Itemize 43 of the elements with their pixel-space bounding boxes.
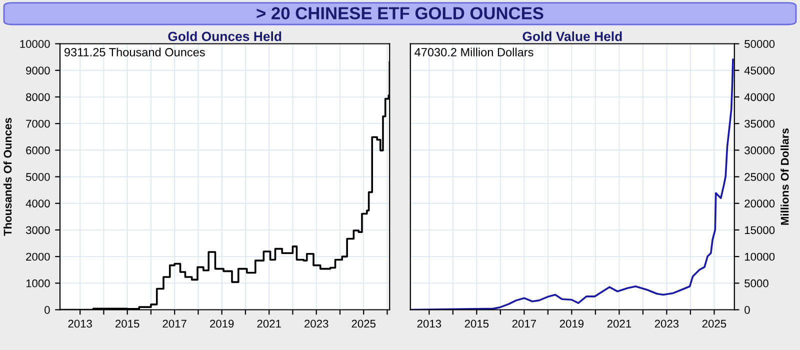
y-tick-label: 3000 — [26, 226, 50, 234]
y-tick-label: 10000 — [744, 252, 775, 261]
y-tick-label: 2000 — [26, 252, 50, 261]
y-tick-label: 10000 — [20, 40, 50, 48]
chart-title: > 20 CHINESE ETF GOLD OUNCES — [256, 7, 544, 20]
y-axis-title: Millions Of Dollars — [780, 128, 789, 225]
x-tick-label: 2015 — [116, 320, 140, 328]
y-axis-title: Thousands Of Ounces — [3, 118, 12, 236]
y-tick-label: 0 — [44, 306, 50, 314]
x-tick-label: 2023 — [304, 320, 328, 328]
y-tick-label: 45000 — [744, 66, 775, 74]
y-tick-label: 30000 — [744, 146, 775, 154]
y-tick-label: 20000 — [744, 200, 775, 208]
y-tick-label: 50000 — [744, 40, 775, 48]
annotation: 9311.25 Thousand Ounces — [64, 48, 205, 56]
x-tick-label: 2013 — [417, 320, 442, 328]
x-tick-label: 2013 — [68, 320, 92, 328]
y-tick-label: 15000 — [744, 226, 775, 234]
y-tick-label: 35000 — [744, 120, 775, 128]
x-tick-label: 2019 — [560, 320, 584, 328]
y-tick-label: 40000 — [744, 93, 775, 102]
x-tick-label: 2025 — [702, 320, 726, 328]
x-tick-label: 2025 — [352, 320, 376, 328]
y-tick-label: 9000 — [26, 66, 50, 74]
x-tick-label: 2021 — [607, 320, 632, 328]
y-tick-label: 5000 — [26, 173, 50, 181]
y-tick-label: 7000 — [26, 120, 50, 128]
y-tick-label: 1000 — [26, 279, 50, 288]
y-tick-label: 25000 — [744, 173, 775, 181]
y-tick-label: 6000 — [26, 146, 50, 154]
x-tick-label: 2023 — [654, 320, 679, 328]
chart-subtitle: Gold Value Held — [522, 31, 622, 42]
y-tick-label: 4000 — [26, 200, 50, 208]
y-tick-label: 8000 — [26, 93, 50, 102]
chart-subtitle: Gold Ounces Held — [168, 31, 282, 42]
y-tick-label: 5000 — [744, 279, 768, 288]
x-tick-label: 2017 — [512, 320, 536, 328]
x-tick-label: 2015 — [464, 320, 489, 328]
x-tick-label: 2019 — [210, 320, 234, 328]
annotation: 47030.2 Million Dollars — [414, 48, 534, 56]
y-tick-label: 0 — [744, 306, 750, 314]
x-tick-label: 2017 — [162, 320, 186, 328]
x-tick-label: 2021 — [257, 320, 281, 328]
